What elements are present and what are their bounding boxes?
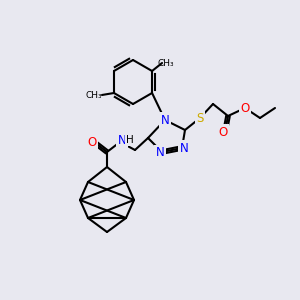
Text: O: O xyxy=(218,125,228,139)
Text: O: O xyxy=(87,136,97,148)
Text: N: N xyxy=(118,134,126,146)
Text: S: S xyxy=(196,112,204,124)
Text: CH₃: CH₃ xyxy=(85,91,102,100)
Text: N: N xyxy=(180,142,188,154)
Text: N: N xyxy=(156,146,164,160)
Text: O: O xyxy=(240,101,250,115)
Text: CH₃: CH₃ xyxy=(158,58,174,68)
Text: N: N xyxy=(160,113,169,127)
Text: H: H xyxy=(126,135,134,145)
